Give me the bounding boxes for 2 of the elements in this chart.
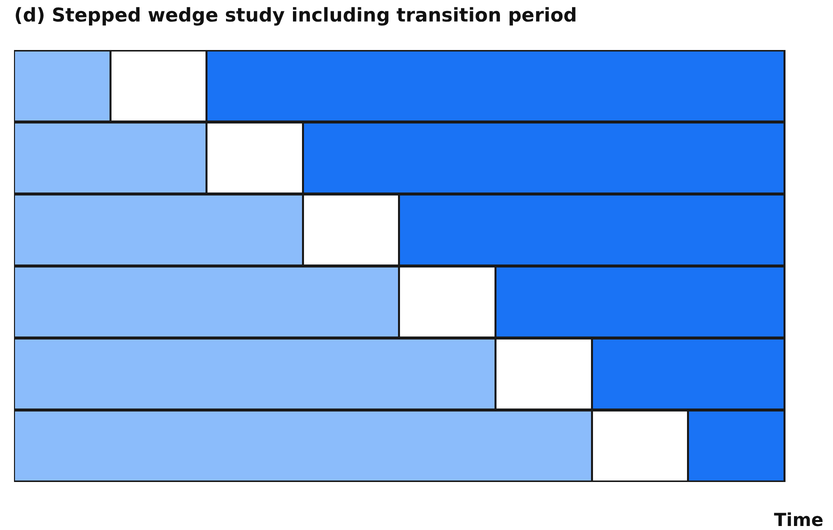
x-axis-title: Time: [774, 510, 824, 530]
chart-title: (d) Stepped wedge study including transition period: [14, 4, 578, 26]
